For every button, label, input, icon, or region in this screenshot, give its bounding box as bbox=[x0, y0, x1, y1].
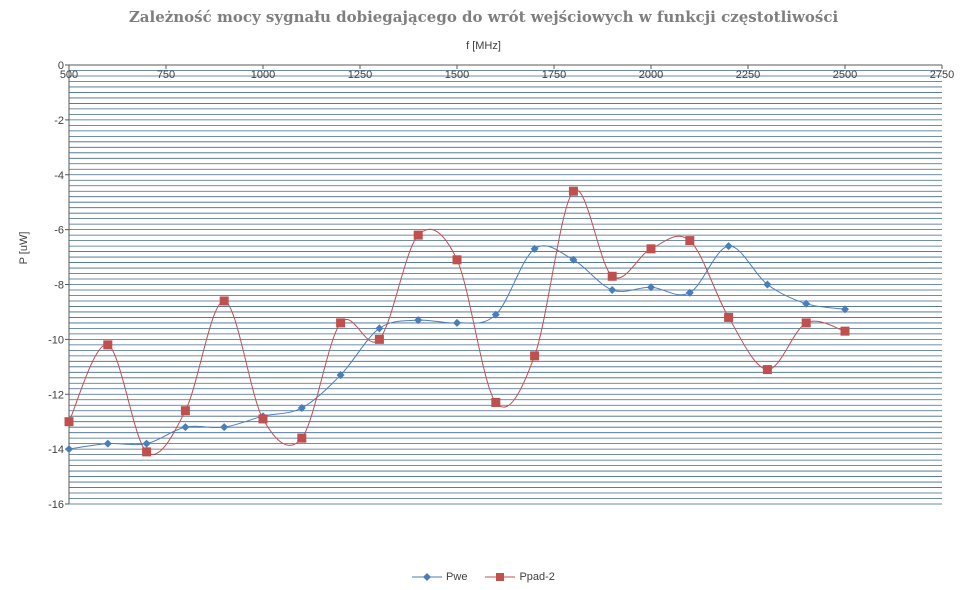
y-tick-label: -16 bbox=[48, 499, 64, 511]
series-line-ppad2 bbox=[68, 189, 846, 455]
data-point-ppad2 bbox=[568, 186, 578, 196]
data-point-pwe bbox=[142, 439, 151, 448]
data-point-ppad2 bbox=[491, 397, 501, 407]
data-point-ppad2 bbox=[64, 417, 74, 427]
legend-label-ppad2: Ppad-2 bbox=[519, 571, 555, 583]
x-tick-label: 750 bbox=[157, 69, 175, 81]
x-tick-label: 2750 bbox=[930, 69, 954, 81]
data-point-pwe bbox=[297, 403, 306, 412]
data-point-pwe bbox=[181, 423, 190, 432]
x-tick-label: 1000 bbox=[251, 69, 275, 81]
x-tick-label: 1500 bbox=[445, 69, 469, 81]
y-tick-label: -14 bbox=[48, 444, 64, 456]
x-tick-label: 2000 bbox=[639, 69, 663, 81]
data-point-ppad2 bbox=[452, 255, 462, 265]
y-tick-label: -10 bbox=[48, 334, 64, 346]
data-point-pwe bbox=[530, 244, 539, 253]
x-tick-label: 500 bbox=[60, 69, 78, 81]
chart-title: Zależność mocy sygnału dobiegającego do … bbox=[128, 8, 839, 26]
data-point-ppad2 bbox=[840, 326, 850, 336]
data-point-pwe bbox=[491, 310, 500, 319]
data-point-pwe bbox=[763, 280, 772, 289]
y-tick-label: -8 bbox=[54, 280, 64, 292]
data-point-pwe bbox=[647, 283, 655, 292]
data-point-ppad2 bbox=[297, 433, 307, 443]
data-point-ppad2 bbox=[103, 340, 113, 350]
x-tick-label: 2250 bbox=[736, 69, 760, 81]
data-point-pwe bbox=[65, 445, 73, 454]
data-point-ppad2 bbox=[413, 230, 423, 240]
data-point-ppad2 bbox=[142, 447, 152, 457]
y-tick-label: -2 bbox=[54, 115, 64, 127]
legend-swatch-pwe bbox=[412, 573, 443, 581]
data-point-ppad2 bbox=[801, 318, 811, 328]
x-tick-label: 1750 bbox=[542, 69, 566, 81]
data-point-ppad2 bbox=[685, 236, 695, 246]
data-point-pwe bbox=[802, 299, 811, 308]
data-point-ppad2 bbox=[646, 244, 656, 254]
y-tick-label: -4 bbox=[54, 170, 64, 182]
y-tick-label: -12 bbox=[48, 389, 64, 401]
x-tick-label: 2500 bbox=[833, 69, 857, 81]
data-point-pwe bbox=[685, 288, 694, 297]
data-point-ppad2 bbox=[336, 318, 346, 328]
data-point-ppad2 bbox=[258, 414, 268, 424]
legend: Pwe Ppad-2 bbox=[0, 571, 967, 583]
data-point-pwe bbox=[336, 371, 345, 380]
data-point-pwe bbox=[103, 439, 112, 448]
series-line-pwe bbox=[68, 245, 846, 450]
x-tick-label: 1250 bbox=[348, 69, 372, 81]
data-point-ppad2 bbox=[762, 365, 772, 375]
data-point-pwe bbox=[453, 318, 461, 327]
data-point-pwe bbox=[724, 242, 733, 251]
data-point-ppad2 bbox=[180, 406, 190, 416]
legend-item-pwe: Pwe bbox=[412, 571, 467, 583]
data-point-pwe bbox=[414, 316, 423, 325]
y-tick-label: 0 bbox=[58, 60, 64, 72]
data-point-ppad2 bbox=[219, 296, 229, 306]
data-point-pwe bbox=[220, 423, 229, 432]
data-point-ppad2 bbox=[607, 271, 617, 281]
data-point-pwe bbox=[608, 285, 617, 294]
data-point-ppad2 bbox=[530, 351, 540, 361]
data-point-pwe bbox=[375, 324, 384, 333]
data-point-pwe bbox=[841, 305, 849, 314]
x-axis-title: f [MHz] bbox=[466, 40, 501, 52]
data-point-ppad2 bbox=[724, 312, 734, 322]
legend-label-pwe: Pwe bbox=[446, 571, 468, 583]
data-point-ppad2 bbox=[374, 334, 384, 344]
y-tick-label: -6 bbox=[54, 225, 64, 237]
legend-swatch-ppad2 bbox=[485, 573, 516, 581]
data-point-pwe bbox=[569, 255, 578, 264]
legend-item-ppad2: Ppad-2 bbox=[485, 571, 555, 583]
